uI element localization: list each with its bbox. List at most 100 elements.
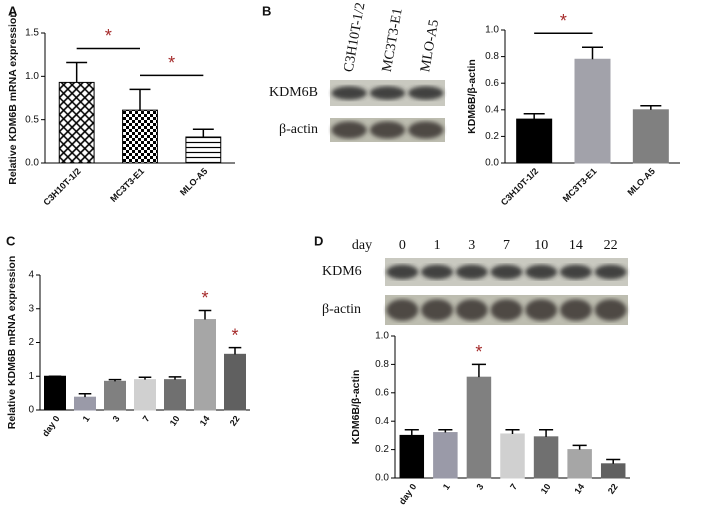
blot-band [559, 264, 592, 280]
bar [44, 375, 66, 411]
bar [104, 380, 126, 411]
y-tick-label: 0.8 [485, 51, 499, 62]
blot-band [386, 264, 419, 280]
x-tick-label: 10 [539, 482, 553, 496]
error-bar [168, 376, 182, 380]
x-tick-label: 3 [111, 414, 122, 424]
error-bar [129, 88, 151, 111]
blot-lane-label: 0 [399, 238, 406, 253]
bar [194, 319, 216, 411]
x-tick-label: 7 [508, 482, 519, 492]
blot-band [455, 299, 488, 321]
x-tick-label: 10 [168, 414, 182, 428]
error-bar [66, 61, 88, 83]
significance-mark: * [475, 342, 482, 362]
blot-band [594, 264, 627, 280]
x-tick-label: 14 [572, 482, 586, 496]
blot-lane-label: 3 [468, 238, 475, 253]
significance-mark: * [168, 53, 175, 73]
bar [466, 376, 492, 479]
blot-band [331, 121, 367, 139]
error-bar [640, 105, 662, 110]
blot-band [490, 299, 523, 321]
blot-lane-label: 10 [534, 238, 548, 253]
blot-lane-label: 1 [434, 238, 441, 253]
y-tick-label: 0.0 [25, 158, 39, 169]
error-bar [438, 428, 453, 433]
significance-mark: * [560, 11, 567, 31]
error-bar [78, 393, 92, 398]
bar [516, 118, 553, 164]
y-tick-label: 1 [28, 371, 34, 382]
panel-label: B [262, 3, 271, 18]
x-tick-label: 22 [606, 482, 620, 496]
error-bar [471, 363, 486, 378]
bar [185, 136, 222, 164]
error-bar [108, 378, 122, 382]
y-tick-label: 3 [28, 303, 34, 314]
y-tick-label: 1.0 [485, 25, 499, 36]
blot-band [594, 299, 627, 321]
error-bar [582, 46, 603, 60]
y-tick-label: 0.5 [25, 114, 39, 125]
blot-band [369, 121, 406, 139]
y-axis-label: KDM6B/β-actin [350, 370, 362, 445]
error-bar [192, 128, 214, 137]
blot-row-label: KDM6 [322, 264, 362, 279]
x-tick-label: 1 [441, 482, 452, 492]
panel-label: D [314, 233, 323, 248]
x-tick-label: MLO-A5 [625, 166, 656, 197]
panel-label: A [8, 3, 18, 18]
significance-mark: * [201, 288, 208, 308]
y-tick-label: 4 [28, 270, 34, 281]
error-bar [539, 428, 554, 437]
blot-row-label: KDM6B [269, 85, 318, 100]
x-tick-label: C3H10T-1/2 [499, 166, 540, 207]
blot-lane-label: C3H10T-1/2 [342, 1, 369, 73]
blot-band [386, 299, 419, 321]
y-tick-label: 0.0 [375, 473, 389, 484]
blot-band [490, 264, 523, 280]
y-tick-label: 0.4 [375, 416, 389, 427]
error-bar [505, 428, 520, 434]
x-tick-label: 22 [228, 414, 242, 428]
y-tick-label: 0.8 [375, 359, 389, 370]
bar [567, 449, 592, 479]
y-tick-label: 0.4 [485, 104, 499, 115]
x-tick-label: C3H10T-1/2 [41, 166, 82, 207]
bar [500, 433, 525, 479]
blot-band [421, 264, 454, 280]
significance-mark: * [105, 26, 112, 46]
blot-band [369, 86, 406, 100]
blot-band [408, 121, 444, 139]
x-tick-label: 3 [474, 482, 485, 492]
significance-mark: * [231, 325, 238, 345]
blot-header: day [352, 238, 372, 253]
bar [433, 432, 458, 479]
blot-row-label: β-actin [322, 302, 361, 317]
x-tick-label: 1 [81, 414, 92, 424]
blot-band [408, 86, 444, 100]
error-bar [138, 376, 152, 380]
x-tick-label: day 0 [40, 414, 61, 439]
error-bar [523, 113, 545, 120]
blot-lane-label: 7 [503, 238, 510, 253]
y-axis-label: Relative KDM6B mRNA expression [7, 11, 19, 185]
y-axis-label: Relative KDM6B mRNA expression [6, 256, 18, 430]
y-tick-label: 1.0 [25, 71, 39, 82]
blot-band [525, 299, 558, 321]
bar [122, 109, 158, 164]
blot-band [331, 86, 367, 100]
blot-band [559, 299, 592, 321]
x-tick-label: 14 [198, 414, 212, 428]
bar [574, 58, 611, 164]
blot-lane-label: MLO-A5 [418, 19, 442, 74]
error-bar [198, 309, 212, 320]
bar [399, 434, 425, 479]
bar [224, 353, 246, 411]
bar [134, 379, 156, 411]
blot-band [525, 264, 558, 280]
bar [164, 379, 186, 411]
x-tick-label: day 0 [397, 482, 418, 507]
